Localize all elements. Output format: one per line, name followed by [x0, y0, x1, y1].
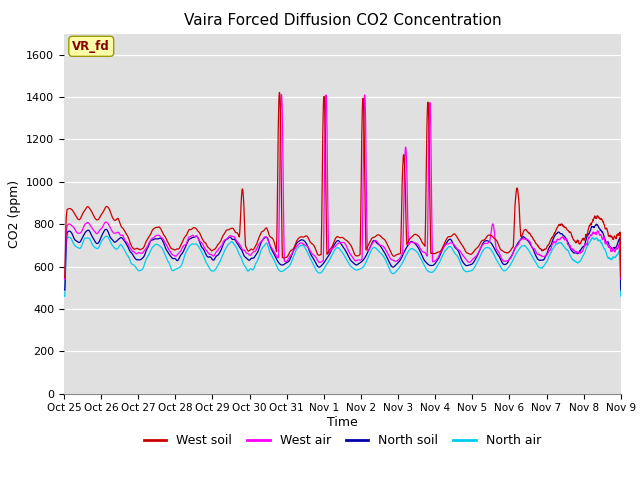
Title: Vaira Forced Diffusion CO2 Concentration: Vaira Forced Diffusion CO2 Concentration [184, 13, 501, 28]
Legend: West soil, West air, North soil, North air: West soil, West air, North soil, North a… [139, 429, 546, 452]
Text: VR_fd: VR_fd [72, 40, 110, 53]
Y-axis label: CO2 (ppm): CO2 (ppm) [8, 180, 20, 248]
X-axis label: Time: Time [327, 416, 358, 429]
